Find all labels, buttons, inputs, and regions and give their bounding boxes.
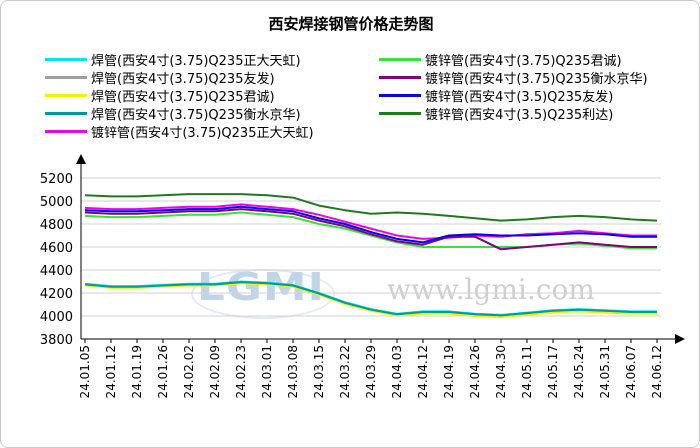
legend-swatch <box>379 93 421 97</box>
x-tick-label: 24.05.17 <box>546 345 560 398</box>
legend-swatch <box>379 75 421 79</box>
x-tick-label: 24.05.11 <box>520 345 534 398</box>
y-tick-label: 4800 <box>40 218 73 233</box>
legend-label: 镀锌管(西安4寸(3.75)Q235衡水京华) <box>425 71 648 87</box>
legend-item: 焊管(西安4寸(3.75)Q235正大天虹) <box>45 49 301 69</box>
x-tick-label: 24.02.23 <box>234 345 248 398</box>
legend-item: 焊管(西安4寸(3.75)Q235君诚) <box>45 85 275 105</box>
legend-label: 镀锌管(西安4寸(3.5)Q235利达) <box>425 107 614 123</box>
x-tick-label: 24.04.26 <box>468 345 482 398</box>
y-tick-label: 3800 <box>40 333 73 348</box>
y-tick-label: 4200 <box>40 287 73 302</box>
legend-swatch <box>45 129 87 133</box>
legend-label: 焊管(西安4寸(3.75)Q235君诚) <box>91 89 275 105</box>
series-line-6 <box>84 208 657 251</box>
series-line-8 <box>84 193 658 222</box>
series-line-2 <box>84 282 657 319</box>
x-tick-label: 24.01.26 <box>156 345 170 398</box>
x-tick-label: 24.01.12 <box>104 345 118 398</box>
legend-label: 镀锌管(西安4寸(3.75)Q235正大天虹) <box>91 125 314 141</box>
y-tick-label: 4400 <box>40 264 73 279</box>
x-tick-label: 24.03.01 <box>260 345 274 398</box>
x-tick-label: 24.04.19 <box>442 345 456 398</box>
y-axis-arrow <box>76 154 86 164</box>
series-line-3 <box>84 281 657 317</box>
legend-label: 焊管(西安4寸(3.75)Q235正大天虹) <box>91 53 301 69</box>
legend-swatch <box>379 57 421 61</box>
legend-swatch <box>379 111 421 115</box>
x-tick-label: 24.05.31 <box>598 345 612 398</box>
legend-item: 镀锌管(西安4寸(3.5)Q235利达) <box>379 103 613 123</box>
x-tick-label: 24.03.29 <box>364 345 378 398</box>
series-line-7 <box>84 205 657 244</box>
x-tick-label: 24.02.02 <box>182 345 196 398</box>
legend-item: 焊管(西安4寸(3.75)Q235友发) <box>45 67 275 87</box>
legend-item: 镀锌管(西安4寸(3.5)Q235友发) <box>379 85 613 105</box>
x-tick-label: 24.06.12 <box>650 345 664 398</box>
y-tick-label: 4600 <box>40 241 73 256</box>
x-tick-label: 24.02.09 <box>208 345 222 398</box>
legend-label: 焊管(西安4寸(3.75)Q235友发) <box>91 71 275 87</box>
legend-swatch <box>45 93 87 97</box>
legend-swatch <box>45 57 87 61</box>
legend-label: 焊管(西安4寸(3.75)Q235衡水京华) <box>91 107 301 123</box>
x-tick-label: 24.01.19 <box>130 345 144 398</box>
x-tick-label: 24.06.07 <box>624 345 638 398</box>
x-tick-label: 24.03.15 <box>312 345 326 398</box>
legend-item: 焊管(西安4寸(3.75)Q235衡水京华) <box>45 103 301 123</box>
x-tick-label: 24.03.08 <box>286 345 300 398</box>
legend-swatch <box>45 111 87 115</box>
x-tick-label: 24.04.03 <box>390 345 404 398</box>
legend-item: 镀锌管(西安4寸(3.75)Q235君诚) <box>379 49 622 69</box>
x-tick-label: 24.04.30 <box>494 345 508 398</box>
x-tick-label: 24.05.24 <box>572 345 586 398</box>
x-axis-arrow <box>675 334 685 344</box>
y-tick-label: 4000 <box>40 310 73 325</box>
y-tick-label: 5000 <box>40 195 73 210</box>
series-line-4 <box>84 203 657 240</box>
legend-item: 镀锌管(西安4寸(3.75)Q235衡水京华) <box>379 67 648 87</box>
legend-swatch <box>45 75 87 79</box>
x-tick-label: 24.01.05 <box>78 345 92 398</box>
chart-title: 西安焊接钢管价格走势图 <box>268 15 434 33</box>
legend-label: 镀锌管(西安4寸(3.5)Q235友发) <box>425 89 614 105</box>
x-tick-label: 24.04.12 <box>416 345 430 398</box>
y-tick-label: 5200 <box>40 172 73 187</box>
legend-label: 镀锌管(西安4寸(3.75)Q235君诚) <box>425 53 622 69</box>
legend-item: 镀锌管(西安4寸(3.75)Q235正大天虹) <box>45 121 314 141</box>
x-tick-label: 24.03.22 <box>338 345 352 398</box>
